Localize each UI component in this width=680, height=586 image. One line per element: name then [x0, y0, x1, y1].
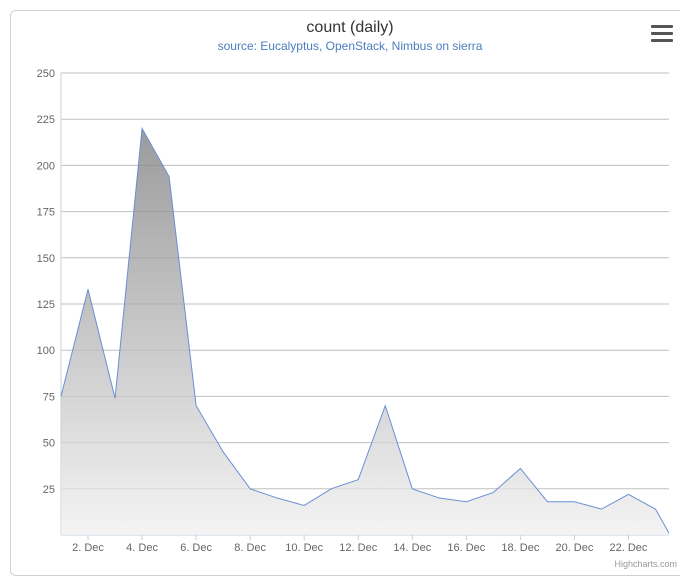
svg-text:16. Dec: 16. Dec	[447, 542, 485, 554]
svg-text:4. Dec: 4. Dec	[126, 542, 158, 554]
svg-text:200: 200	[37, 160, 55, 172]
svg-text:150: 150	[37, 253, 55, 265]
chart-container: count (daily) source: Eucalyptus, OpenSt…	[10, 10, 680, 576]
svg-text:10. Dec: 10. Dec	[285, 542, 323, 554]
chart-title: count (daily)	[11, 19, 680, 37]
svg-text:25: 25	[43, 484, 55, 496]
svg-text:14. Dec: 14. Dec	[393, 542, 431, 554]
svg-text:225: 225	[37, 114, 55, 126]
svg-text:75: 75	[43, 391, 55, 403]
svg-text:2. Dec: 2. Dec	[72, 542, 104, 554]
svg-text:6. Dec: 6. Dec	[180, 542, 212, 554]
svg-text:250: 250	[37, 68, 55, 80]
chart-svg: 2550751001251501752002252502. Dec4. Dec6…	[61, 73, 669, 535]
svg-text:50: 50	[43, 438, 55, 450]
svg-text:175: 175	[37, 207, 55, 219]
svg-text:100: 100	[37, 345, 55, 357]
chart-subtitle: source: Eucalyptus, OpenStack, Nimbus on…	[11, 39, 680, 53]
svg-text:22. Dec: 22. Dec	[610, 542, 648, 554]
svg-text:8. Dec: 8. Dec	[234, 542, 266, 554]
svg-text:125: 125	[37, 299, 55, 311]
plot-area: 2550751001251501752002252502. Dec4. Dec6…	[61, 73, 669, 535]
svg-text:20. Dec: 20. Dec	[555, 542, 593, 554]
credits-link[interactable]: Highcharts.com	[614, 559, 677, 569]
chart-menu-button[interactable]	[651, 25, 673, 43]
svg-text:12. Dec: 12. Dec	[339, 542, 377, 554]
svg-text:18. Dec: 18. Dec	[501, 542, 539, 554]
